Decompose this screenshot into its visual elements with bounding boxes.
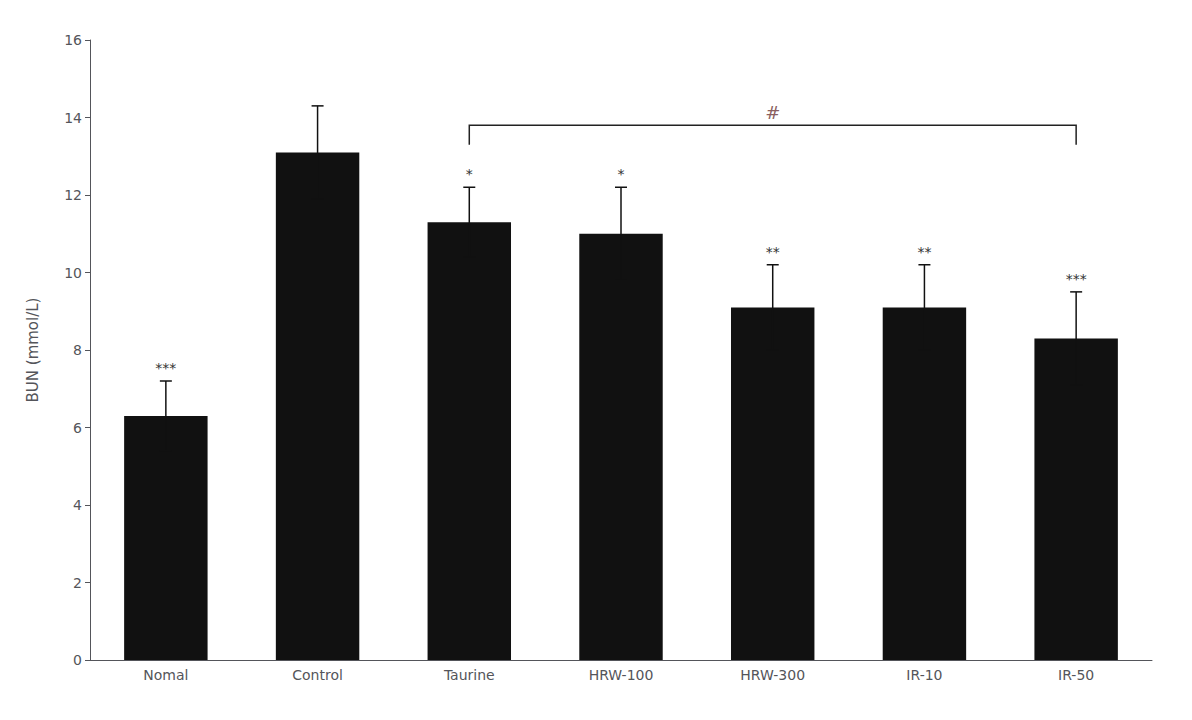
svg-text:6: 6 bbox=[73, 420, 82, 436]
svg-text:HRW-100: HRW-100 bbox=[589, 667, 654, 683]
svg-text:BUN (mmol/L): BUN (mmol/L) bbox=[24, 298, 42, 403]
svg-text:Control: Control bbox=[292, 667, 343, 683]
svg-text:IR-50: IR-50 bbox=[1058, 667, 1094, 683]
svg-text:**: ** bbox=[766, 244, 780, 260]
svg-text:8: 8 bbox=[73, 342, 82, 358]
svg-text:14: 14 bbox=[64, 110, 82, 126]
svg-text:***: *** bbox=[1066, 271, 1087, 287]
svg-text:10: 10 bbox=[64, 265, 82, 281]
svg-text:0: 0 bbox=[73, 652, 82, 668]
svg-text:HRW-300: HRW-300 bbox=[740, 667, 805, 683]
svg-text:#: # bbox=[765, 102, 780, 123]
svg-text:**: ** bbox=[917, 244, 931, 260]
svg-text:4: 4 bbox=[73, 497, 82, 513]
svg-text:***: *** bbox=[155, 360, 176, 376]
svg-text:*: * bbox=[466, 166, 473, 182]
svg-text:*: * bbox=[618, 166, 625, 182]
svg-text:12: 12 bbox=[64, 187, 82, 203]
svg-text:IR-10: IR-10 bbox=[906, 667, 942, 683]
svg-text:Taurine: Taurine bbox=[443, 667, 495, 683]
svg-text:16: 16 bbox=[64, 32, 82, 48]
svg-text:2: 2 bbox=[73, 575, 82, 591]
svg-text:Nomal: Nomal bbox=[143, 667, 188, 683]
